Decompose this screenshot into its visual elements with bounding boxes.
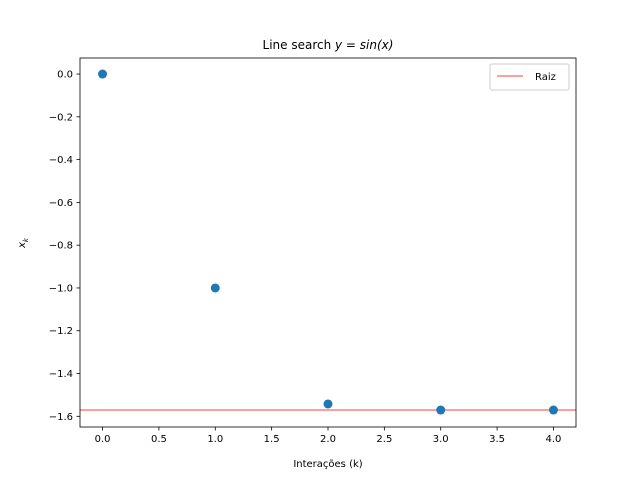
x-tick-label: 2.5 (376, 434, 392, 445)
y-tick-label: −1.4 (49, 369, 73, 380)
data-point (548, 405, 558, 415)
legend-box (489, 63, 570, 91)
chart-title-prefix: Line search (263, 38, 336, 52)
y-tick-label: −0.8 (49, 241, 73, 252)
chart-title-math: y = sin(x) (334, 38, 393, 52)
x-axis-label: Interações (k) (293, 459, 362, 470)
y-tick-label: −1.6 (49, 412, 73, 423)
x-tick-label: 0.5 (151, 434, 167, 445)
axes: 0.0 0.5 1.0 1.5 2.0 2.5 3.0 3.5 4.0 0.0 −0.2 −0.4 −0… (49, 57, 577, 445)
legend: Raiz (489, 63, 570, 91)
y-tick-label: −1.2 (49, 326, 73, 337)
plot-area (80, 69, 576, 415)
y-axis-label: xk (17, 237, 30, 249)
y-tick-label: 0.0 (57, 70, 73, 81)
data-point (436, 405, 446, 415)
y-tick-label: −1.0 (49, 283, 73, 294)
x-tick-label: 1.0 (207, 434, 223, 445)
y-tick-label: −0.6 (49, 198, 73, 209)
y-tick-label: −0.4 (49, 155, 73, 166)
data-point (98, 69, 108, 79)
legend-label-raiz: Raiz (535, 72, 556, 83)
x-tick-label: 0.0 (95, 434, 111, 445)
data-point (210, 283, 220, 293)
y-axis-label-sub: k (22, 237, 30, 242)
x-tick-label: 3.5 (489, 434, 505, 445)
y-axis-label-base: x (17, 242, 28, 249)
x-tick-label: 4.0 (546, 434, 562, 445)
x-tick-label: 2.0 (320, 434, 336, 445)
data-point (323, 399, 333, 409)
x-tick-label: 3.0 (433, 434, 449, 445)
x-tick-label: 1.5 (264, 434, 280, 445)
chart-title: Line search y = sin(x) (263, 38, 394, 52)
y-tick-label: −0.2 (49, 112, 73, 123)
